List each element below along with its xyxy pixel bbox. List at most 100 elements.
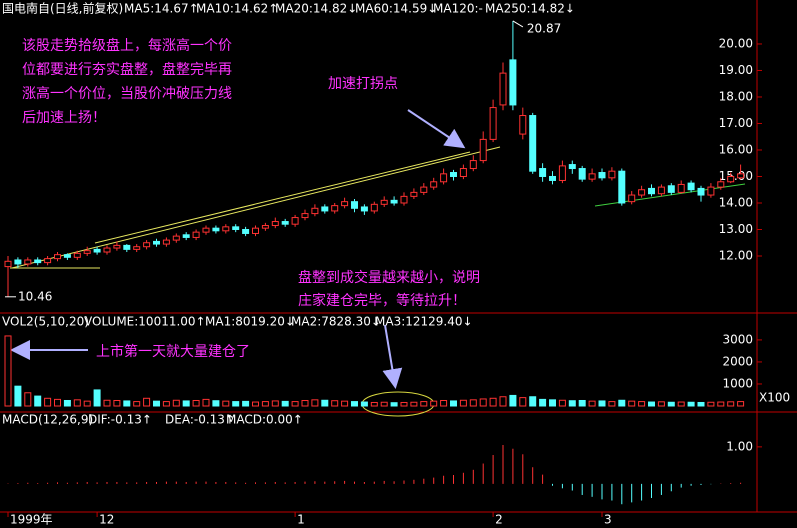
y-tick-label: 15.00 (719, 169, 753, 183)
candle-body (737, 173, 745, 179)
volume-bar (707, 401, 715, 407)
volume-bar (549, 399, 556, 407)
candle-body (618, 170, 626, 204)
candle-body (380, 199, 388, 205)
x-tick-label: 12 (99, 513, 114, 527)
volume-bar (44, 397, 52, 407)
candle-body (479, 138, 487, 162)
trend-lines (10, 146, 746, 269)
candle-body (93, 248, 101, 253)
candle-body (321, 206, 329, 212)
volume-bar (499, 396, 507, 407)
volume-bar (212, 400, 220, 407)
volume-bar (182, 400, 190, 407)
candle-body (400, 195, 408, 204)
volume-bar (123, 400, 131, 407)
candle-body (598, 172, 606, 179)
volume-bar (420, 401, 428, 407)
y-tick-label: 18.00 (719, 89, 753, 103)
candle-body (331, 205, 339, 212)
volume-bar (83, 400, 91, 407)
volume-bar (677, 401, 685, 407)
high-label: 20.87 (527, 21, 561, 35)
candle-body (202, 227, 210, 233)
candle-body (430, 181, 438, 188)
indicator-label: MACD:0.00↑ (226, 413, 303, 427)
volume-bar (232, 401, 240, 407)
volume-bar (410, 401, 418, 407)
candle-body (677, 183, 685, 193)
y-tick-label: 1.00 (726, 439, 753, 453)
candle-body (459, 168, 467, 177)
candle-body (608, 170, 616, 179)
annotation: 涨高一个价位，当股价冲破压力线 (22, 85, 232, 102)
volume-bar (628, 400, 636, 407)
annotation: 上市第一天就大量建仓了 (96, 343, 250, 360)
x-tick-label: 1999年 (10, 513, 53, 527)
volume-bar (172, 399, 180, 407)
volume-bar (539, 398, 547, 407)
candle-body (44, 258, 52, 264)
y-tick-label: 14.00 (719, 195, 753, 209)
candle-body (370, 203, 378, 212)
candle-body (351, 201, 358, 209)
candle-body (360, 206, 368, 212)
volume-bar (588, 400, 596, 407)
annotation: 盘整到成交量越来越小，说明 (298, 269, 480, 286)
low-label: 10.46 (18, 289, 52, 303)
volume-bar (400, 401, 408, 407)
candle-body (123, 244, 131, 250)
y-tick-label: 12.00 (719, 248, 753, 262)
volume-bar (351, 401, 358, 407)
candle-body (153, 240, 160, 245)
candle-body (539, 168, 547, 177)
candle-body (529, 115, 537, 172)
candle-body (499, 72, 507, 106)
unit-label: X100 (759, 391, 790, 405)
candle-body (420, 186, 428, 193)
y-tick-label: 20.00 (719, 36, 753, 50)
volume-bar (727, 401, 735, 407)
y-tick-label: 13.00 (719, 222, 753, 236)
indicator-label: VOLUME:10011.00↑ (84, 315, 206, 329)
candle-body (212, 227, 220, 232)
candle-body (133, 246, 141, 250)
volume-bar (519, 397, 527, 407)
volume-bar (14, 385, 22, 407)
indicator-label: MA60:14.59↓ (355, 2, 437, 16)
candle-body (281, 221, 289, 225)
annotation-arrow (382, 324, 403, 389)
volume-bar (113, 399, 121, 407)
volume-bar (143, 397, 151, 407)
volume-bar (489, 397, 497, 407)
candle-body (628, 194, 636, 203)
candle-body (83, 250, 91, 254)
candle-body (301, 213, 309, 219)
indicator-label: DIF:-0.13↑ (88, 413, 152, 427)
volume-bar (192, 399, 200, 407)
candle-body (182, 234, 190, 238)
annotation: 庄家建仓完毕，等待拉升！ (298, 292, 466, 309)
candle-body (638, 189, 646, 196)
volume-bar (390, 402, 398, 407)
candle-body (172, 235, 180, 241)
volume-bar (103, 399, 111, 407)
volume-bar (73, 399, 81, 407)
candle-body (489, 107, 497, 140)
candle-body (252, 227, 259, 234)
candle-body (687, 182, 695, 191)
candle-body (113, 244, 121, 249)
annotation-arrow (407, 109, 466, 149)
candle-body (509, 59, 517, 106)
volume-bar (529, 396, 537, 407)
candle-body (717, 181, 725, 188)
candle-body (578, 168, 586, 180)
volume-bar (657, 401, 665, 407)
x-tick-label: 1 (297, 513, 305, 527)
indicator-label: DEA:-0.13↑ (165, 413, 235, 427)
volume-bar (281, 400, 289, 407)
candle-body (34, 259, 42, 264)
volume-bar (608, 401, 616, 407)
